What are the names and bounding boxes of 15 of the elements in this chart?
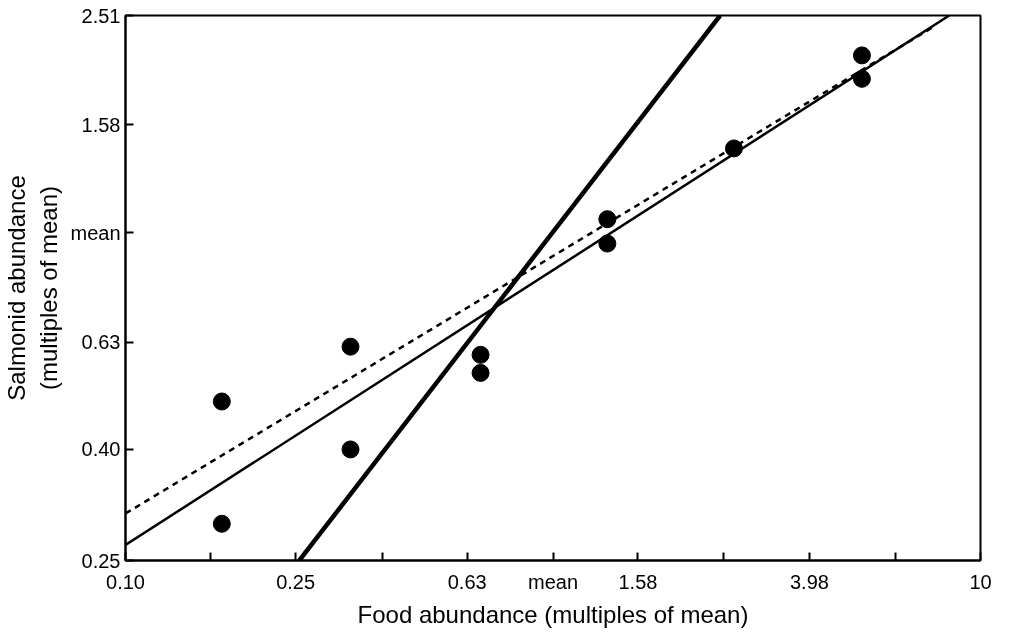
y-axis-title: Salmonid abundance (multiples of mean): [3, 175, 63, 401]
x-tick-label: 0.25: [276, 570, 316, 593]
y-tick-label: 0.25: [81, 549, 121, 572]
y-tick-label: 1.58: [81, 113, 121, 136]
x-tick-label: 10: [969, 570, 992, 593]
x-tick-label: 0.10: [106, 570, 145, 593]
y-tick-label: 0.63: [81, 331, 121, 354]
x-tick-label: mean: [527, 570, 579, 593]
y-tick-label: mean: [70, 221, 121, 244]
x-tick-label: 1.58: [618, 570, 658, 593]
x-tick-label: 3.98: [789, 570, 829, 593]
y-tick-label: 2.51: [81, 4, 121, 27]
x-tick-label: 0.63: [447, 570, 487, 593]
x-axis-title: Food abundance (multiples of mean): [357, 600, 749, 628]
y-tick-label: 0.40: [81, 438, 121, 461]
